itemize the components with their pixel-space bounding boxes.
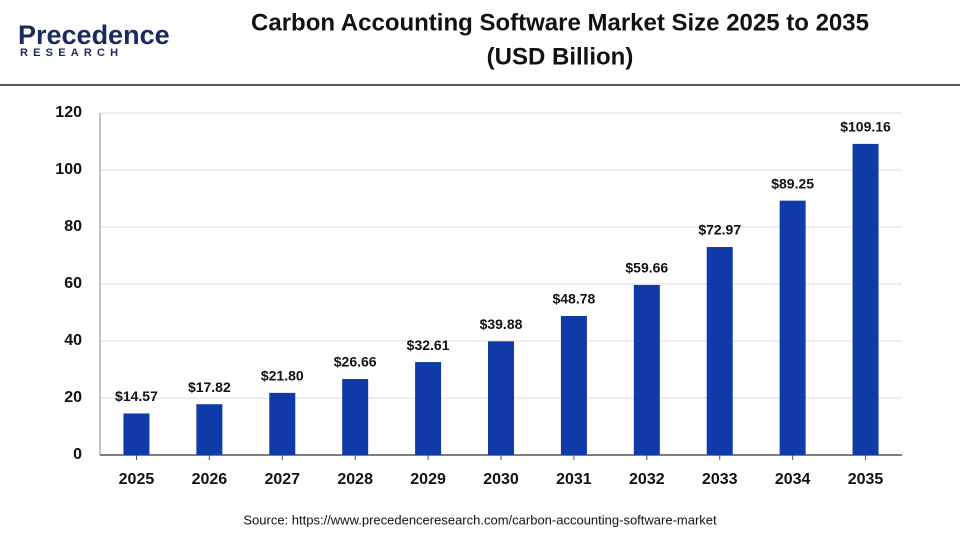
bar — [415, 362, 442, 455]
y-tick-label: 80 — [64, 218, 82, 235]
x-tick-label: 2030 — [483, 471, 519, 488]
value-label: $89.25 — [771, 175, 814, 191]
x-tick-label: 2033 — [702, 471, 738, 488]
value-label: $109.16 — [840, 119, 891, 135]
value-label: $14.57 — [115, 388, 158, 404]
bar — [779, 200, 806, 455]
x-tick-label: 2028 — [337, 471, 373, 488]
bar — [852, 143, 879, 456]
x-tick-label: 2032 — [629, 471, 665, 488]
bar — [123, 413, 150, 455]
value-label: $48.78 — [552, 291, 595, 307]
y-tick-label: 120 — [55, 104, 82, 121]
y-tick-label: 20 — [64, 389, 82, 406]
value-label: $72.97 — [698, 222, 741, 238]
bar — [196, 404, 223, 455]
x-tick-label: 2034 — [775, 471, 811, 488]
x-tick-label: 2031 — [556, 471, 592, 488]
bar — [488, 341, 514, 455]
brand-name: Precedence — [18, 20, 170, 50]
value-label: $32.61 — [407, 337, 450, 353]
source: Source: https://www.precedenceresearch.c… — [243, 512, 717, 527]
x-tick-label: 2025 — [119, 471, 155, 488]
value-label: $59.66 — [625, 260, 668, 276]
bar — [342, 379, 369, 455]
bar — [269, 392, 296, 455]
x-tick-label: 2026 — [192, 471, 228, 488]
value-label: $17.82 — [188, 379, 231, 395]
bar — [560, 315, 587, 455]
value-label: $39.88 — [480, 316, 523, 332]
x-tick-label: 2027 — [264, 471, 300, 488]
y-tick-label: 0 — [73, 446, 82, 463]
x-tick-label: 2035 — [848, 471, 884, 488]
y-tick-label: 60 — [64, 275, 82, 292]
x-tick-label: 2029 — [410, 471, 446, 488]
value-label: $21.80 — [261, 368, 304, 384]
y-tick-label: 100 — [55, 161, 82, 178]
value-label: $26.66 — [334, 354, 377, 370]
bar — [633, 284, 660, 455]
chart-subtitle: (USD Billion) — [487, 43, 634, 70]
brand-tagline: RESEARCH — [20, 47, 123, 59]
bar — [706, 247, 733, 455]
chart-title: Carbon Accounting Software Market Size 2… — [251, 9, 869, 36]
y-tick-label: 40 — [64, 332, 82, 349]
